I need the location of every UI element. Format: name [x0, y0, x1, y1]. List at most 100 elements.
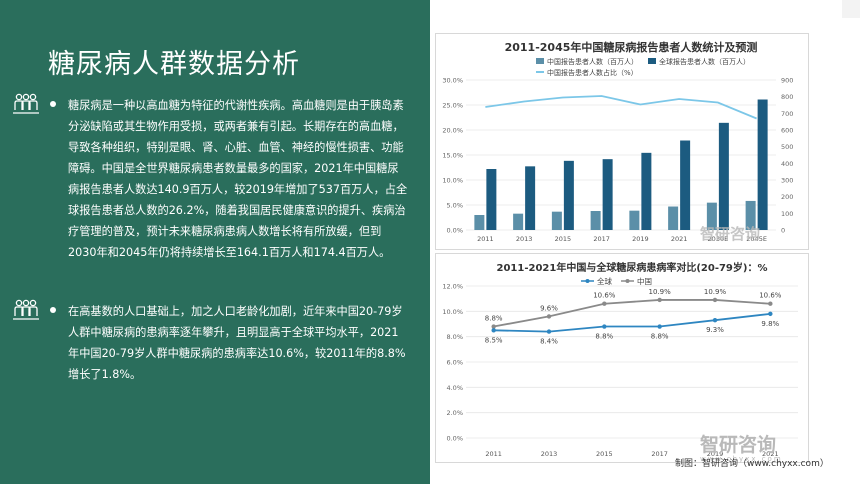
corner-decoration [842, 0, 860, 18]
page-title: 糖尿病人群数据分析 [48, 49, 300, 80]
data-label-global: 9.3% [706, 326, 724, 334]
chart-title: 2011-2045年中国糖尿病报告患者人数统计及预测 [505, 40, 758, 54]
bar-global-2015 [563, 160, 574, 230]
legend-marker-global [585, 279, 590, 283]
bar-china-2011 [474, 215, 485, 230]
y-tick-label: 0.0% [446, 435, 463, 443]
paragraph-patients: 糖尿病是一种以高血糖为特征的代谢性疾病。高血糖则是由于胰岛素分泌缺陷或其生物作用… [68, 99, 408, 259]
y-left-tick-label: 25.0% [442, 102, 463, 110]
legend-label-china: 中国报告患者人数（百万人） [547, 57, 638, 66]
data-label-china: 9.6% [540, 304, 558, 312]
x-tick-label: 2011 [477, 235, 494, 243]
bar-global-2021 [680, 140, 691, 230]
x-tick-label: 2019 [707, 450, 724, 458]
legend-swatch-china [536, 58, 544, 64]
paragraph-prevalence: 在高基数的人口基础上，加之人口老龄化加剧，近年来中国20-79岁人群中糖尿病的患… [68, 305, 406, 381]
line-global [493, 312, 771, 333]
watermark-text: 智研咨询 [700, 434, 777, 456]
bar-global-2030E [718, 122, 729, 230]
point-global [712, 318, 718, 323]
point-global [491, 328, 496, 333]
data-label-global: 8.8% [595, 333, 613, 341]
point-china [657, 297, 662, 303]
y-left-tick-label: 30.0% [442, 77, 463, 85]
y-left-tick-label: 15.0% [442, 152, 463, 160]
bar-global-2019 [641, 152, 652, 230]
y-left-tick-label: 0.0% [446, 227, 463, 235]
watermark-text: 智研咨询 [700, 225, 761, 243]
watermark-logo-large: 智研咨询 www.chyxx.com [700, 430, 783, 463]
x-tick-label: 2013 [516, 235, 533, 243]
people-group-icon [13, 93, 39, 114]
x-tick-label: 2021 [671, 235, 688, 243]
bar-global-2045E [757, 99, 768, 230]
data-label-china: 8.8% [485, 315, 503, 323]
point-china [491, 324, 496, 329]
chart-prevalence: 2011-2021年中国与全球糖尿病患病率对比(20-79岁)：% 全球 中国 0.0… [435, 253, 809, 463]
data-label-china: 10.6% [593, 292, 616, 300]
data-label-global: 9.8% [761, 320, 779, 328]
bullet-dot [50, 307, 56, 313]
legend-label-global: 全球报告患者人数（百万人） [659, 57, 750, 66]
data-label-global: 8.4% [540, 338, 558, 346]
watermark-url: www.chyxx.com [700, 455, 783, 463]
y-left-tick-label: 10.0% [442, 177, 463, 185]
y-tick-label: 10.0% [442, 308, 463, 316]
bar-china-2017 [590, 211, 601, 230]
y-right-tick-label: 200 [781, 193, 793, 201]
chart-patient-count: 2011-2045年中国糖尿病报告患者人数统计及预测中国报告患者人数（百万人） 全… [435, 33, 809, 250]
bar-global-2017 [602, 159, 613, 230]
x-tick-label: 2045E [746, 235, 767, 243]
data-label-global: 8.5% [485, 336, 503, 344]
y-tick-label: 2.0% [446, 409, 463, 417]
bar-china-2019 [629, 210, 640, 230]
point-china [546, 314, 552, 319]
data-label-china: 10.6% [759, 292, 782, 300]
bullet-dot [50, 101, 56, 107]
line-chart-prevalence: 2011-2021年中国与全球糖尿病患病率对比(20-79岁)：% 全球 中国 0.0… [442, 261, 798, 458]
y-tick-label: 6.0% [446, 359, 463, 367]
bar-china-2013 [513, 213, 524, 230]
x-tick-label: 2015 [555, 235, 572, 243]
point-global [602, 324, 607, 329]
y-right-tick-label: 300 [781, 177, 793, 185]
chart-title: 2011-2021年中国与全球糖尿病患病率对比(20-79岁)：% [497, 261, 768, 274]
line-china [493, 299, 771, 328]
data-label-china: 10.9% [649, 288, 672, 296]
legend-label-share: 中国报告患者人数占比（%） [547, 68, 638, 77]
line-china-share [485, 95, 757, 120]
point-china [602, 301, 607, 306]
y-tick-label: 12.0% [442, 283, 463, 291]
point-china [768, 301, 773, 306]
bar-china-2045E [745, 200, 756, 230]
y-left-tick-label: 20.0% [442, 127, 463, 135]
legend-swatch-global [648, 58, 656, 64]
watermark-logo: 智研咨询 [700, 223, 760, 244]
x-tick-label: 2030E [708, 235, 729, 243]
y-right-tick-label: 900 [781, 77, 793, 85]
bar-china-2030E [706, 202, 717, 230]
x-tick-label: 2017 [593, 235, 610, 243]
y-right-tick-label: 800 [781, 93, 793, 101]
y-right-tick-label: 500 [781, 143, 793, 151]
people-group-icon [13, 299, 39, 320]
point-global [768, 311, 773, 317]
y-right-tick-label: 700 [781, 110, 793, 118]
point-global [657, 324, 662, 329]
legend-marker-china [625, 279, 630, 283]
point-global [546, 329, 552, 334]
legend-label-global: 全球 [597, 276, 612, 286]
x-tick-label: 2017 [651, 450, 668, 458]
data-label-china: 10.9% [704, 288, 727, 296]
x-tick-label: 2013 [541, 450, 558, 458]
text-panel: 糖尿病人群数据分析 糖尿病是一种以高血糖为特征的代谢性疾病。高血糖则是由于胰岛素… [0, 0, 430, 484]
x-tick-label: 2019 [632, 235, 649, 243]
y-right-tick-label: 600 [781, 127, 793, 135]
y-tick-label: 4.0% [446, 384, 463, 392]
source-caption: 制图：智研咨询（www.chyxx.com） [675, 459, 829, 469]
y-right-tick-label: 100 [781, 210, 793, 218]
data-label-global: 8.8% [651, 333, 669, 341]
y-right-tick-label: 0 [781, 227, 785, 235]
x-tick-label: 2011 [485, 450, 502, 458]
